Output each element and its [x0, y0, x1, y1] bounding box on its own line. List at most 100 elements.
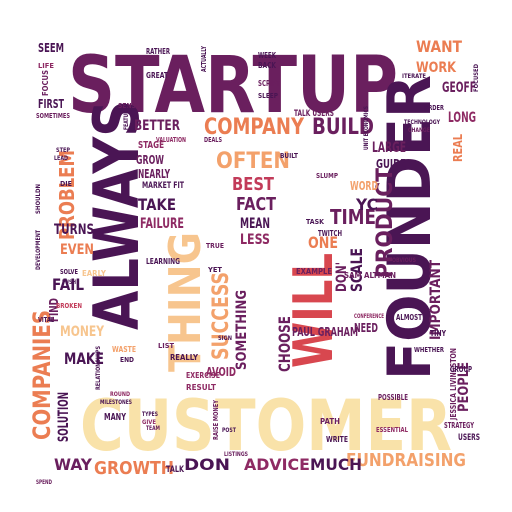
word: THING	[160, 232, 211, 372]
word: CHOOSE	[275, 316, 294, 372]
word: FAILURE	[140, 216, 184, 232]
word: SENSE	[118, 102, 140, 110]
word: LARGE	[372, 140, 406, 156]
word: WEEK	[258, 51, 277, 60]
word: VITAL	[38, 316, 54, 324]
word: SOLUTION	[56, 392, 72, 442]
word: LEARNING	[146, 257, 180, 266]
word: ONE	[308, 233, 338, 252]
word: GROUP	[450, 365, 472, 374]
word: SLEEP	[258, 92, 278, 100]
word: STRATEGY	[444, 421, 474, 430]
word: GEOFF	[442, 80, 476, 96]
word: USERS	[458, 433, 480, 443]
word: MILESTONES	[100, 399, 132, 406]
word: WILL	[282, 253, 345, 368]
word: GROWTH	[94, 458, 174, 479]
word: FOCUSED	[473, 64, 480, 92]
word: FIRST	[38, 97, 65, 111]
word: PAUL GRAHAM	[292, 325, 358, 339]
word: CONFERENCE	[354, 313, 384, 320]
word: DON'	[334, 262, 350, 292]
word: OBVIOUS	[392, 257, 416, 264]
word: TECHNOLOGY	[404, 119, 441, 126]
word: TRUE	[206, 242, 224, 250]
word: WANT	[416, 37, 462, 56]
word: PRODUCT	[373, 168, 398, 278]
word: REAL	[451, 134, 465, 162]
word: RAISE MONEY	[212, 399, 220, 440]
word: PROBLEM	[55, 150, 79, 240]
word: SCALE	[347, 248, 366, 292]
word: SIGN	[218, 335, 232, 342]
word: WORD	[350, 179, 378, 193]
word: YC	[355, 195, 378, 214]
word: TYPES	[142, 411, 158, 418]
word: EVEN	[60, 242, 94, 258]
word: SHOULDN	[35, 184, 42, 214]
word: BUILT	[280, 152, 298, 160]
word: DEVELOPMENT	[35, 229, 42, 270]
word: BEST	[232, 174, 275, 195]
word: SOMETHING	[234, 290, 250, 370]
word: RESULT	[186, 383, 216, 392]
word: STARTUP	[68, 41, 398, 131]
word: ROUND	[110, 391, 130, 398]
word: TIME	[330, 205, 376, 229]
word: MEAN	[240, 216, 270, 232]
word: NEARLY	[138, 167, 170, 181]
word: MAKE	[64, 349, 104, 368]
word: DIE	[60, 180, 72, 188]
word: WORK	[416, 60, 457, 76]
word: ITERATE	[402, 73, 426, 80]
word: WAY	[54, 455, 92, 474]
word: ESSENTIAL	[376, 426, 408, 434]
word: LISTINGS	[224, 451, 248, 458]
word: AVOID	[206, 365, 236, 379]
word: YET	[207, 266, 222, 274]
word: BACK	[258, 61, 277, 70]
word: ADVICE	[244, 455, 310, 474]
word: WRITE	[326, 435, 348, 444]
word: GIVE	[142, 419, 156, 426]
word: FIND	[47, 298, 61, 322]
word: STEP	[56, 147, 70, 154]
word: BETTER	[134, 118, 180, 134]
word: LESS	[240, 232, 270, 248]
word: MARKET FIT	[142, 181, 185, 191]
word: LEAD	[54, 155, 68, 162]
word: PEOPLE	[456, 362, 472, 412]
word: DON	[184, 455, 230, 474]
word: LONG	[448, 110, 476, 126]
word: FOUNDER	[375, 75, 445, 380]
word: END	[120, 356, 134, 364]
word: GREAT	[146, 71, 168, 80]
word: MUCH	[310, 455, 362, 474]
word: ACTUALLY	[200, 45, 208, 72]
word: FEATURES	[123, 104, 130, 130]
word: SEEM	[38, 41, 64, 55]
word: TURNS	[54, 222, 94, 238]
word: SOMETIMES	[36, 112, 70, 120]
word: POSSIBLE	[378, 393, 408, 402]
word: IMPORTANT	[428, 260, 444, 340]
word: POST	[222, 427, 237, 434]
word: RATHER	[146, 47, 170, 56]
word: COMPANY	[204, 115, 305, 140]
word: ALMOST	[396, 313, 422, 322]
word: EXAMPLE	[296, 267, 332, 276]
word: LIFE	[38, 62, 54, 70]
word: TASK	[306, 218, 325, 226]
word: CUSTOMER	[80, 385, 452, 467]
word: JESSICA LIVINGSTON	[449, 348, 458, 421]
word: STAGE	[138, 140, 164, 151]
word: GUIDE	[376, 157, 406, 171]
word: UNIT ECONOMICS	[363, 106, 370, 150]
word: SUCCESS	[209, 272, 234, 360]
word: GROW	[136, 153, 164, 167]
word: TINY	[430, 329, 446, 338]
word: VALUATION	[156, 136, 186, 144]
word: MONEY	[60, 324, 105, 340]
